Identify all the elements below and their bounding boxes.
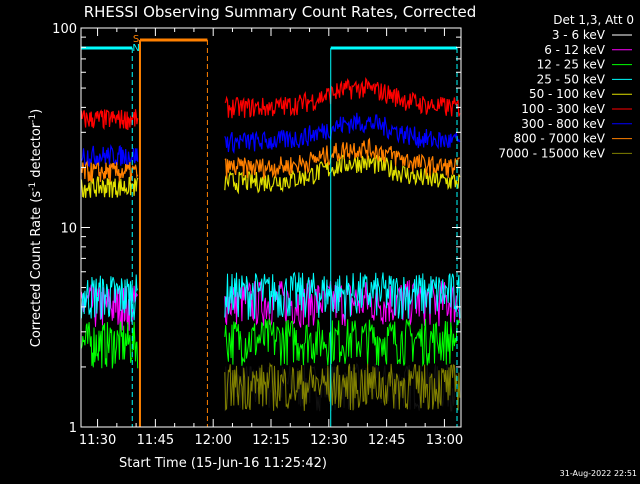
legend-entry-label: 800 - 7000 keV	[514, 132, 606, 146]
series-line	[224, 152, 461, 195]
y-axis-label-sup1: -1	[28, 182, 38, 191]
y-tick-label: 1	[69, 421, 77, 436]
y-axis-label-part1: Corrected Count Rate (s	[29, 191, 44, 348]
series-line	[224, 318, 461, 367]
series-line	[80, 176, 139, 198]
axis-layer: 11:30 11:45 12:00 12:15 12:30 12:45 13:00 1 10 10…	[52, 22, 463, 448]
y-axis-label-part2: detector	[29, 122, 44, 182]
legend-entry-label: 100 - 300 keV	[521, 102, 605, 116]
legend-entry-label: 6 - 12 keV	[544, 43, 606, 57]
series-line	[224, 77, 461, 119]
legend-entry-label: 300 - 800 keV	[521, 117, 605, 131]
y-tick-label: 100	[52, 22, 77, 37]
y-axis-label-part3: )	[29, 109, 44, 114]
x-tick-label: 12:45	[368, 433, 405, 448]
y-tick-label: 10	[60, 222, 77, 237]
night-flag-letter: N	[132, 43, 139, 54]
series-line	[224, 271, 461, 320]
legend-entry-label: 3 - 6 keV	[552, 28, 606, 42]
legend-header: Det 1,3, Att 0	[553, 13, 634, 27]
x-tick-label: 11:45	[137, 433, 174, 448]
x-tick-label: 13:00	[426, 433, 463, 448]
x-axis-label: Start Time (15-Jun-16 11:25:42)	[119, 456, 327, 471]
x-tick-label: 11:30	[79, 433, 116, 448]
series-line	[224, 362, 461, 411]
series-line	[224, 112, 461, 154]
legend-entry-label: 50 - 100 keV	[529, 87, 606, 101]
overlay-layer: SN	[81, 34, 458, 427]
series-line	[224, 362, 461, 412]
footer-date: 31-Aug-2022 22:51	[560, 469, 637, 478]
y-axis-label: Corrected Count Rate (s-1 detector-1)	[28, 109, 44, 347]
data-layer	[80, 77, 461, 412]
chart-title: RHESSI Observing Summary Count Rates, Co…	[84, 3, 477, 21]
series-line	[80, 274, 139, 322]
series-line	[80, 160, 139, 183]
series-line	[80, 321, 139, 369]
x-tick-label: 12:00	[194, 433, 231, 448]
series-line	[80, 109, 139, 131]
saa-flag-letter: S	[133, 34, 139, 45]
x-tick-label: 12:30	[310, 433, 347, 448]
legend-entry-label: 12 - 25 keV	[537, 58, 606, 72]
x-tick-label: 12:15	[252, 433, 289, 448]
legend-entry-label: 25 - 50 keV	[537, 72, 606, 86]
legend-entry-label: 7000 - 15000 keV	[498, 146, 605, 160]
y-axis-label-sup2: -1	[28, 114, 38, 123]
series-line	[224, 137, 460, 180]
series-line	[224, 280, 461, 328]
